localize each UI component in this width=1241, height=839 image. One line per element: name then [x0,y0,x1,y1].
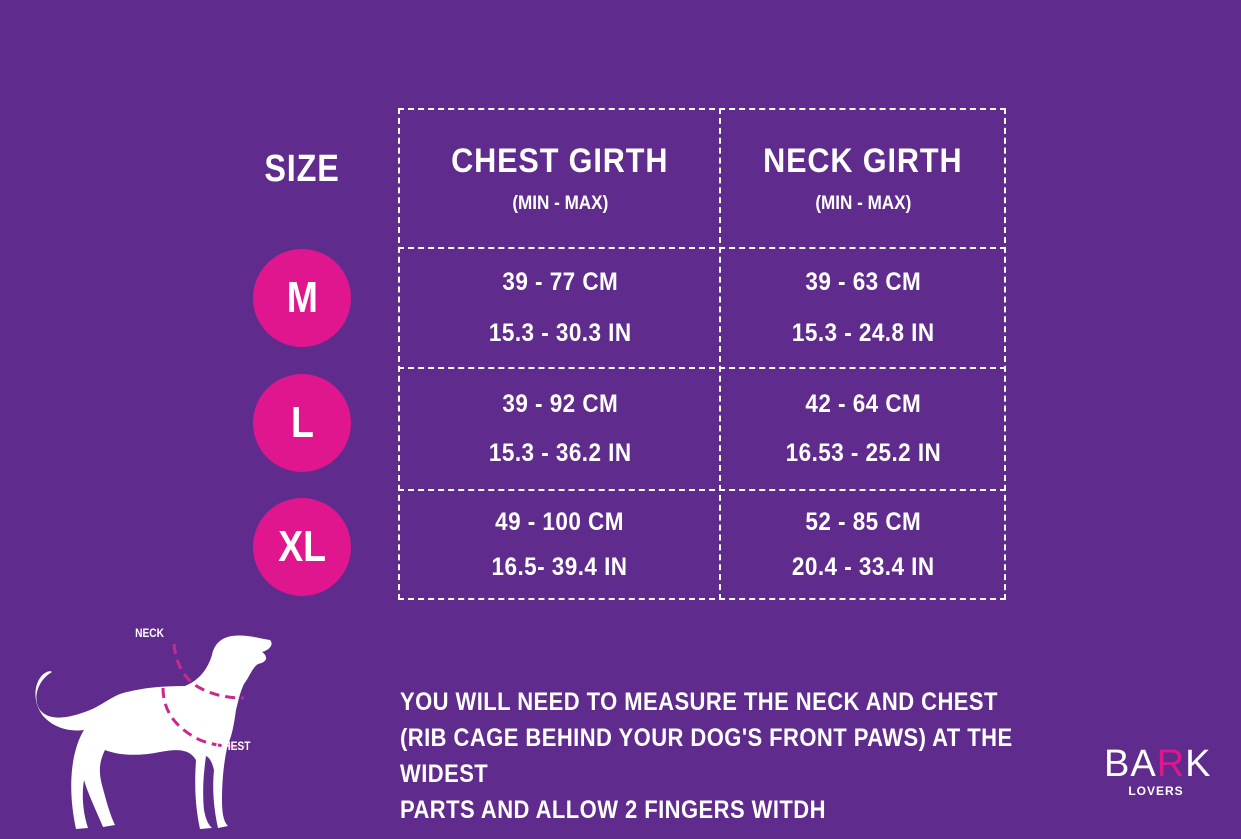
chest-label: CHEST [216,740,251,753]
column-title: NECK GIRTH [763,142,963,180]
note-line: PARTS AND ALLOW 2 FINGERS WITDH [400,796,826,824]
value-cm: 49 - 100 CM [495,507,625,536]
divider [398,367,1006,369]
size-table [398,108,1006,600]
column-subtitle: (MIN - MAX) [815,193,911,214]
logo-subtext: LOVERS [1128,784,1184,798]
logo-text: BA [1104,743,1157,785]
value-cm: 39 - 63 CM [805,268,921,296]
cell-chest-m: 39 - 77 CM 15.3 - 30.3 IN [400,249,720,367]
note-line: YOU WILL NEED TO MEASURE THE NECK AND CH… [400,688,998,716]
cell-neck-l: 42 - 64 CM 16.53 - 25.2 IN [721,369,1005,489]
value-cm: 39 - 77 CM [502,268,618,296]
value-in: 15.3 - 36.2 IN [488,439,632,467]
value-in: 16.5- 39.4 IN [492,552,628,581]
measurement-note: YOU WILL NEED TO MEASURE THE NECK AND CH… [400,684,1069,828]
header-neck: NECK GIRTH (MIN - MAX) [721,110,1005,247]
cell-neck-m: 39 - 63 CM 15.3 - 24.8 IN [721,249,1005,367]
value-cm: 42 - 64 CM [805,390,921,418]
logo-text: R [1156,743,1186,785]
divider [719,108,721,600]
value-in: 15.3 - 30.3 IN [488,319,632,347]
value-in: 15.3 - 24.8 IN [791,319,935,347]
value-in: 16.53 - 25.2 IN [785,439,941,467]
cell-neck-xl: 52 - 85 CM 20.4 - 33.4 IN [721,491,1005,598]
size-label: M [286,273,318,322]
cell-chest-l: 39 - 92 CM 15.3 - 36.2 IN [400,369,720,489]
column-title: CHEST GIRTH [451,142,669,180]
value-cm: 39 - 92 CM [502,390,618,418]
value-cm: 52 - 85 CM [805,507,921,536]
divider [398,247,1006,249]
cell-chest-xl: 49 - 100 CM 16.5- 39.4 IN [400,491,720,598]
size-label: XL [278,522,326,571]
column-subtitle: (MIN - MAX) [512,193,608,214]
size-badge-xl: XL [253,498,351,596]
value-in: 20.4 - 33.4 IN [791,552,935,581]
neck-label: NECK [135,627,164,640]
logo-text: K [1185,743,1212,785]
size-header: SIZE [264,148,340,190]
size-badge-l: L [253,374,351,472]
header-chest: CHEST GIRTH (MIN - MAX) [400,110,720,247]
dog-silhouette-icon: NECK CHEST [35,627,272,829]
size-badge-m: M [253,249,351,347]
divider [398,489,1006,491]
size-label: L [290,398,314,447]
bark-lovers-logo: BARK LOVERS [1104,743,1212,798]
note-line: (RIB CAGE BEHIND YOUR DOG'S FRONT PAWS) … [400,724,1013,788]
